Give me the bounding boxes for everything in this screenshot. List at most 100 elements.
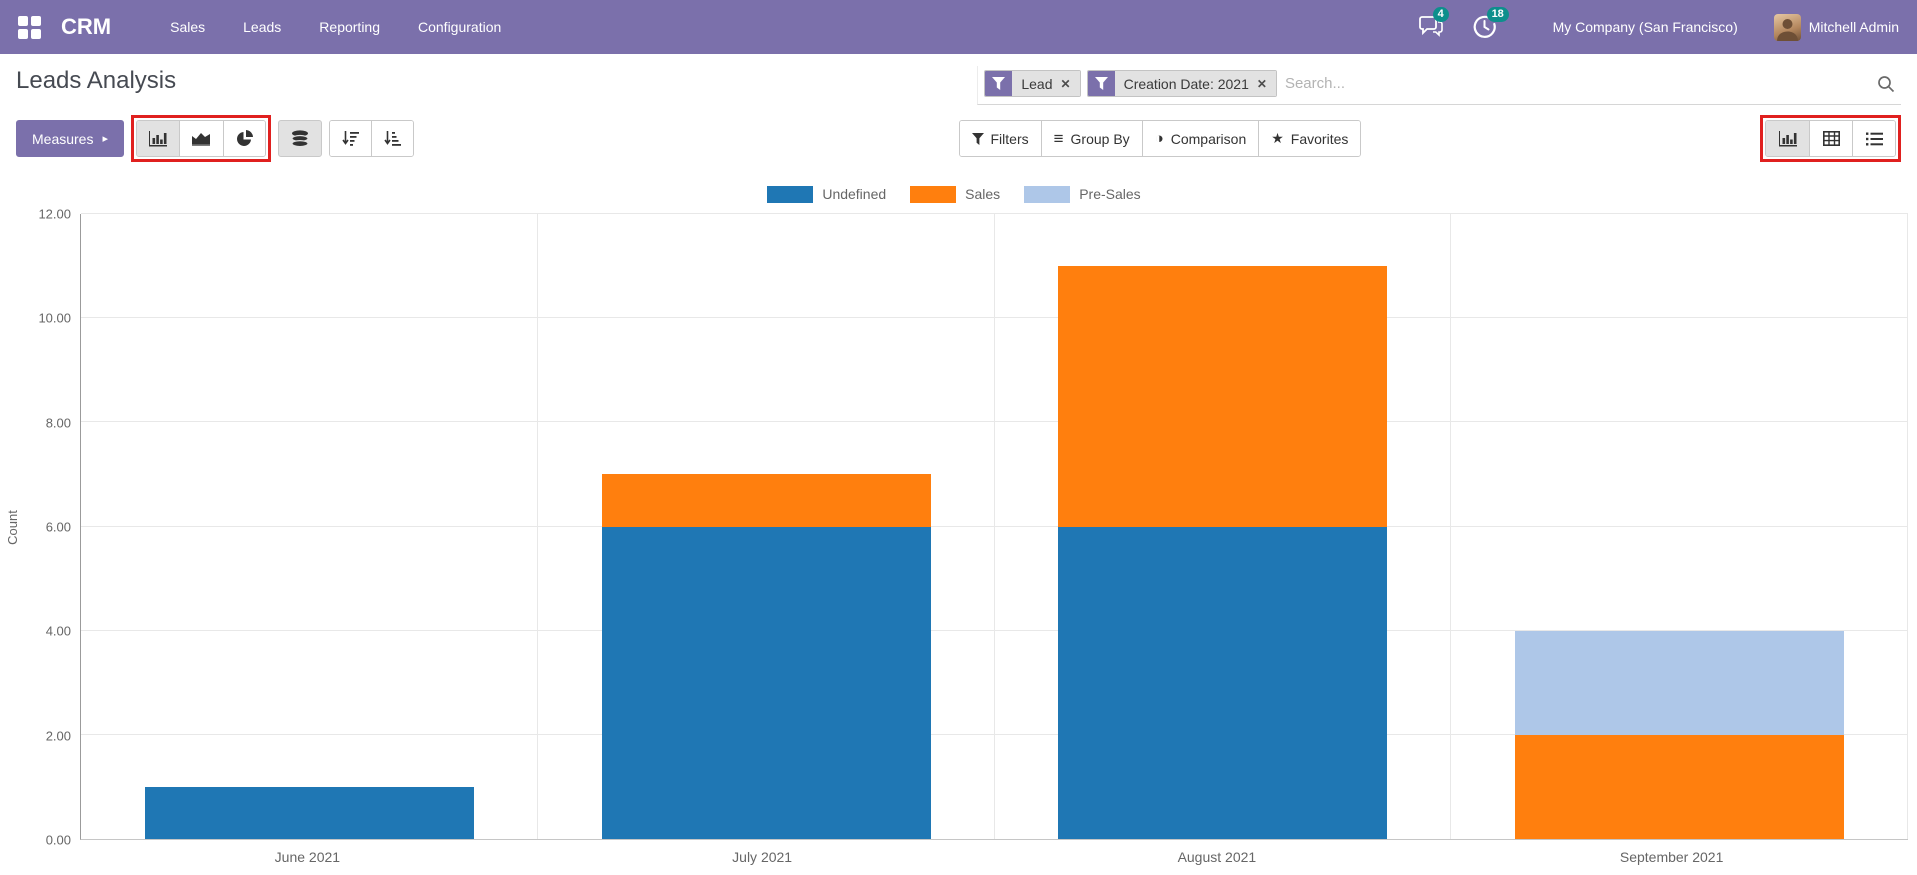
graph-view-button[interactable] <box>1766 121 1809 156</box>
activities-badge: 18 <box>1486 7 1509 22</box>
user-menu[interactable]: Mitchell Admin <box>1773 13 1899 41</box>
stacked-toggle-button[interactable] <box>278 120 322 157</box>
y-tick-label: 10.00 <box>38 310 71 326</box>
caret-right-icon: ▸ <box>102 133 108 145</box>
legend-label: Undefined <box>822 186 887 202</box>
clock-icon <box>1473 15 1496 38</box>
sort-ascending-button[interactable] <box>371 121 413 156</box>
legend-item-pre-sales[interactable]: Pre-Sales <box>1024 185 1141 203</box>
view-switcher-area <box>1760 115 1901 162</box>
stacked-icon <box>291 130 309 147</box>
comparison-button[interactable]: ◑ Comparison <box>1141 121 1259 156</box>
gridline-horizontal <box>81 629 1908 631</box>
legend-label: Sales <box>965 186 1001 202</box>
search-input[interactable] <box>1282 74 1871 93</box>
activities-button[interactable]: 18 <box>1473 7 1509 39</box>
gridline-horizontal <box>81 421 1908 423</box>
favorites-button[interactable]: ★ Favorites <box>1258 121 1361 156</box>
chart-type-annotation-box <box>131 115 271 162</box>
pivot-view-icon <box>1822 131 1840 146</box>
menu-reporting[interactable]: Reporting <box>319 19 380 35</box>
search-options: Filters ≡ Group By ◑ Comparison ★ Favori… <box>958 120 1362 157</box>
bar-chart-button[interactable] <box>137 121 179 156</box>
gridline-horizontal <box>81 213 1908 214</box>
bar-segment-undefined[interactable] <box>601 526 931 839</box>
legend-item-undefined[interactable]: Undefined <box>767 185 887 203</box>
search-icon[interactable] <box>1877 75 1895 93</box>
gridline-horizontal <box>81 525 1908 527</box>
facet-label: Lead <box>1021 75 1053 92</box>
gridline-horizontal <box>81 317 1908 319</box>
app-brand[interactable]: CRM <box>61 14 112 39</box>
plot-area <box>80 213 1908 840</box>
y-axis: 0.00 2.00 4.00 6.00 8.00 10.00 12.00 <box>24 208 80 847</box>
menu-sales[interactable]: Sales <box>170 19 206 35</box>
bar-segment-undefined[interactable] <box>1058 526 1388 839</box>
topbar-right: 4 18 My Company (San Francisco) Mitchell… <box>1418 7 1899 41</box>
line-chart-button[interactable] <box>179 121 223 156</box>
chart-legend: Undefined Sales Pre-Sales <box>0 184 1908 204</box>
bar-segment-undefined[interactable] <box>144 786 474 839</box>
user-name: Mitchell Admin <box>1808 19 1899 35</box>
gridline-vertical <box>1907 214 1908 839</box>
group-by-button[interactable]: ≡ Group By <box>1040 121 1142 156</box>
bar-segment-sales[interactable] <box>601 474 931 527</box>
facet-remove-icon[interactable]: ✕ <box>1256 76 1267 91</box>
group-by-icon: ≡ <box>1053 128 1064 148</box>
search-bar[interactable]: Lead ✕ Creation Date: 2021 ✕ <box>977 66 1901 105</box>
pie-chart-icon <box>237 130 253 146</box>
measures-button[interactable]: Measures ▸ <box>16 120 124 157</box>
sort-desc-icon <box>342 131 359 146</box>
company-switcher[interactable]: My Company (San Francisco) <box>1552 19 1738 35</box>
bar-segment-sales[interactable] <box>1058 266 1388 527</box>
filter-facet-icon <box>1087 71 1115 96</box>
view-switcher-annotation-box <box>1760 115 1901 162</box>
y-tick-label: 4.00 <box>45 623 71 639</box>
x-axis-labels: June 2021 July 2021 August 2021 September 2… <box>80 840 1899 865</box>
bar-segment-pre-sales[interactable] <box>1515 630 1845 735</box>
menu-configuration[interactable]: Configuration <box>418 19 502 35</box>
bar-chart-icon <box>149 130 167 146</box>
list-view-button[interactable] <box>1852 121 1895 156</box>
apps-menu-icon[interactable] <box>18 15 41 39</box>
y-axis-title: Count <box>4 509 20 545</box>
topbar: CRM Sales Leads Reporting Configuration … <box>0 0 1917 54</box>
sort-asc-icon <box>384 131 401 146</box>
x-axis-label: August 2021 <box>1177 849 1257 865</box>
y-tick-label: 12.00 <box>38 206 71 222</box>
stacked-bar[interactable] <box>1058 214 1388 839</box>
comparison-icon: ◑ <box>1154 130 1164 147</box>
sort-descending-button[interactable] <box>330 121 371 156</box>
filter-facet-icon <box>985 71 1013 96</box>
facet-remove-icon[interactable]: ✕ <box>1060 76 1071 91</box>
messages-button[interactable]: 4 <box>1418 7 1449 39</box>
messages-badge: 4 <box>1432 7 1449 22</box>
legend-item-sales[interactable]: Sales <box>910 185 1001 203</box>
control-panel: Leads Analysis Lead ✕ Creation Date: 202… <box>0 54 1917 168</box>
graph-toolbar: Measures ▸ <box>16 115 959 162</box>
filters-button[interactable]: Filters <box>959 121 1041 156</box>
gridline-vertical <box>993 214 995 839</box>
bar-segment-sales[interactable] <box>1515 734 1845 839</box>
leads-analysis-chart: Undefined Sales Pre-Sales Count 0.00 2.00 4.… <box>0 184 1917 865</box>
gridline-vertical <box>1450 214 1452 839</box>
stacked-bar[interactable] <box>601 214 931 839</box>
menu-leads[interactable]: Leads <box>243 19 282 35</box>
y-tick-label: 0.00 <box>45 832 71 848</box>
legend-swatch <box>1024 185 1071 203</box>
page-title: Leads Analysis <box>16 67 177 94</box>
x-axis-label: July 2021 <box>732 849 793 865</box>
graph-view-icon <box>1778 130 1797 146</box>
main-menu: Sales Leads Reporting Configuration <box>151 0 520 54</box>
filter-icon <box>971 132 984 145</box>
avatar <box>1773 13 1801 41</box>
pie-chart-button[interactable] <box>223 121 265 156</box>
bar-column <box>1451 214 1908 839</box>
gridline-horizontal <box>81 733 1908 735</box>
pivot-view-button[interactable] <box>1809 121 1852 156</box>
facet-label: Creation Date: 2021 <box>1123 75 1249 92</box>
favorites-star-icon: ★ <box>1271 130 1284 146</box>
y-tick-label: 8.00 <box>45 415 71 431</box>
stacked-bar[interactable] <box>1515 214 1845 839</box>
stacked-bar[interactable] <box>144 214 474 839</box>
